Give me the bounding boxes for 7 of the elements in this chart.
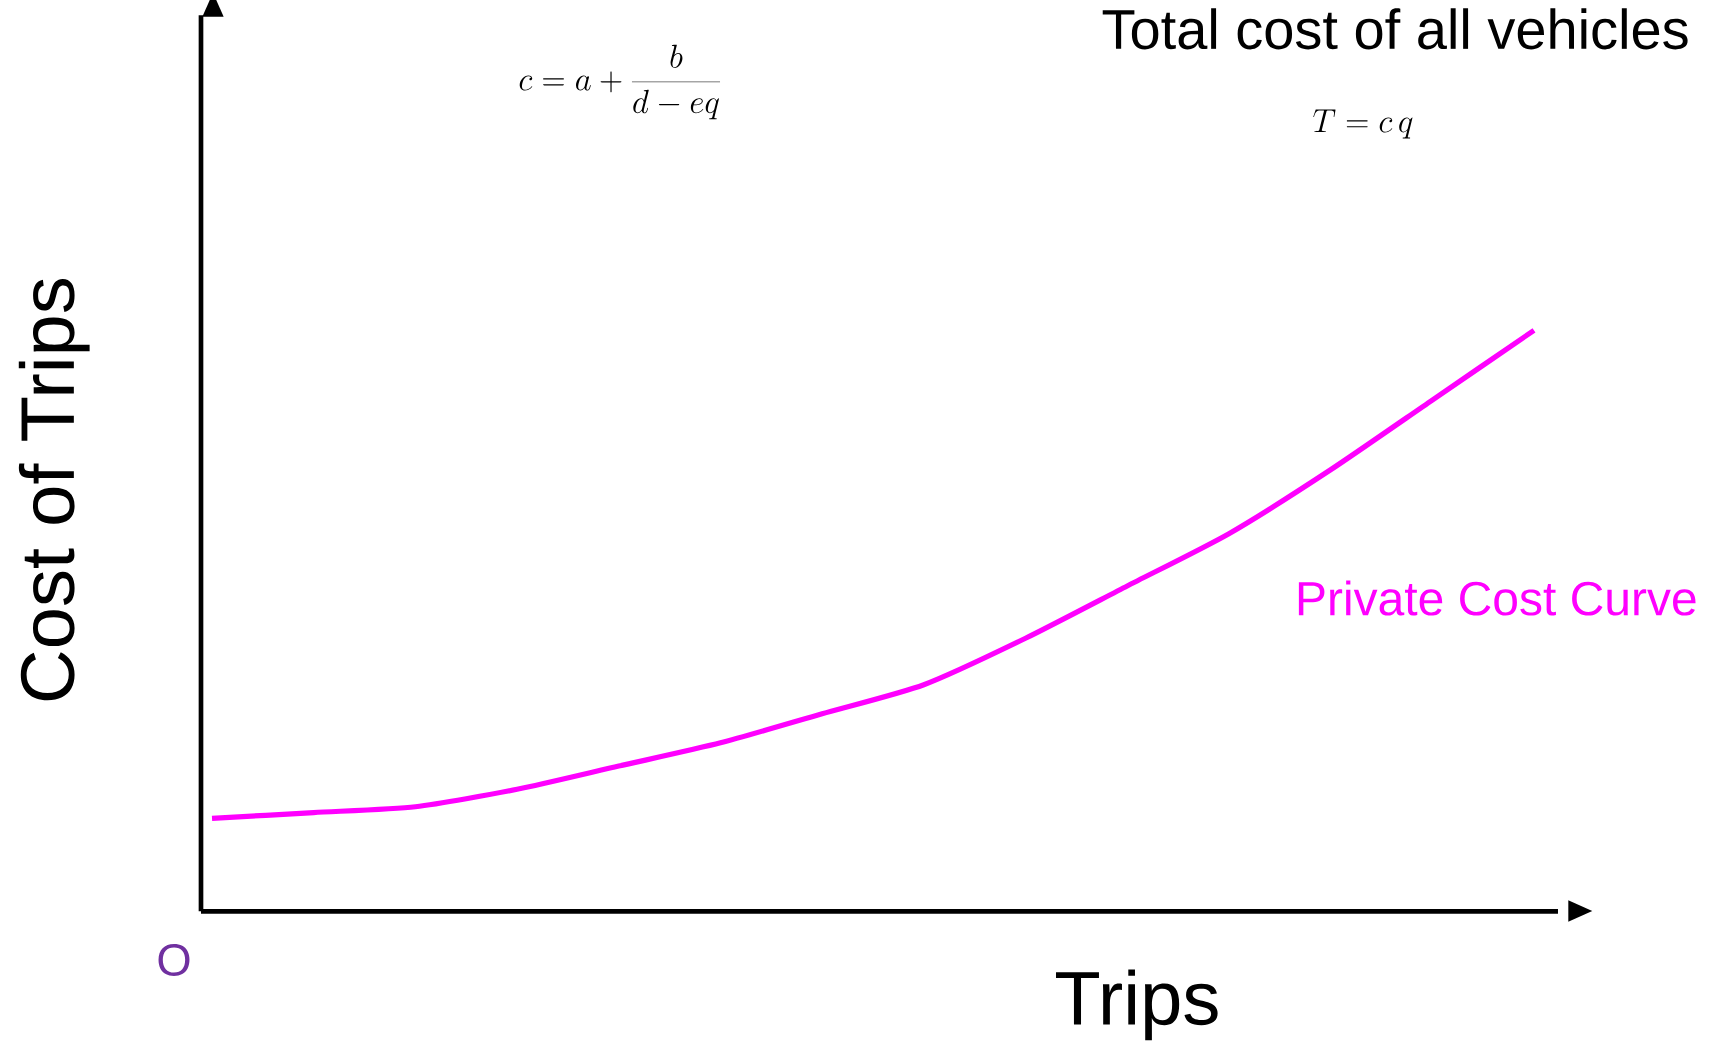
text: $T = c\, q$: [1313, 109, 1413, 139]
series-label: Private Cost Curve: [1298, 580, 1696, 616]
text: $c = a + \frac{b}{d - e q}$: [519, 44, 721, 120]
text: Total cost of all vehicles: [1102, 8, 1688, 50]
text: O: [158, 943, 190, 977]
y-axis-title: Cost of Trips: [18, 278, 90, 701]
x-axis-title: Trips: [1056, 969, 1218, 1041]
